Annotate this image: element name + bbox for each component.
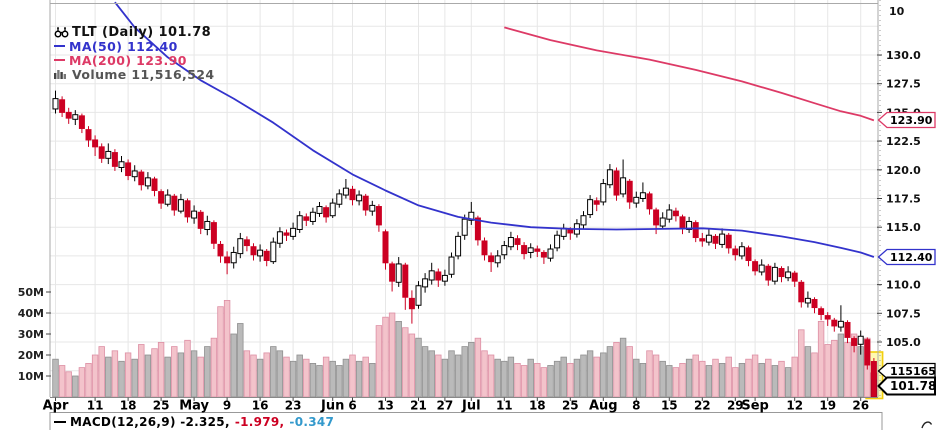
symbol-title: TLT (Daily) 101.78 <box>72 25 211 40</box>
ma200-line <box>504 27 874 120</box>
month-label: Jul <box>461 399 481 414</box>
price-tick-label: 117.5 <box>886 193 921 206</box>
volume-tick-label: 40M <box>18 307 44 320</box>
price-tick-label: 127.5 <box>886 78 921 91</box>
macd-line-fragment <box>922 422 932 428</box>
week-label: 11 <box>87 399 104 413</box>
volume-bars-icon <box>54 69 70 79</box>
week-label: 8 <box>632 399 640 413</box>
week-label: 27 <box>437 399 454 413</box>
month-label: May <box>179 399 209 414</box>
ma50-line-layer <box>115 2 874 257</box>
ma200-label: MA(200) 123.90 <box>69 53 187 68</box>
callout-label: 112.40 <box>890 251 933 264</box>
volume-tick-label: 50M <box>18 286 44 299</box>
price-axis: 10130.0127.5125.0122.5120.0117.5115.0110… <box>877 0 921 397</box>
volume-bars <box>53 300 877 397</box>
ma50-line-swatch <box>54 45 65 47</box>
price-tick-label: 122.5 <box>886 135 921 148</box>
week-label: 26 <box>852 399 869 413</box>
macd-signal-value: -1.979, <box>235 415 285 429</box>
binoculars-icon <box>54 27 70 38</box>
week-label: 25 <box>562 399 579 413</box>
volume-tick-label: 30M <box>18 328 44 341</box>
volume-axis: 50M 40M 30M 20M 10M <box>18 286 51 383</box>
month-label: Jun <box>320 399 344 414</box>
ma200-line-layer <box>504 27 874 120</box>
week-label: 18 <box>120 399 137 413</box>
price-tick-label: 130.0 <box>886 49 921 62</box>
month-label: Sep <box>741 399 769 414</box>
callout-label: 101.78 <box>890 379 936 393</box>
macd-hist-value: -0.347 <box>289 415 334 429</box>
ma50-line <box>115 2 874 257</box>
week-label: 22 <box>694 399 711 413</box>
price-tick-label: 115.0 <box>886 221 921 234</box>
price-tick-label: 105.0 <box>886 336 921 349</box>
volume-tick-label: 20M <box>18 349 44 362</box>
week-label: 19 <box>819 399 836 413</box>
week-label: 25 <box>153 399 170 413</box>
macd-legend: MACD(12,26,9) -2.325, -1.979, -0.347 <box>54 415 339 429</box>
week-label: 23 <box>285 399 302 413</box>
week-label: 15 <box>661 399 678 413</box>
callout-label: 123.90 <box>890 114 933 127</box>
volume-tick-label: 10M <box>18 370 44 383</box>
week-label: 9 <box>223 399 231 413</box>
candlesticks <box>53 91 876 384</box>
price-axis-top-label: 10 <box>889 5 905 18</box>
ma50-label: MA(50) 112.40 <box>69 39 178 54</box>
week-label: 21 <box>410 399 427 413</box>
date-axis: Apr 11 18 25 May 9 16 23 Jun 6 13 21 27 Jul 11 18 25 Aug 8… <box>43 398 869 414</box>
price-tick-label: 110.0 <box>886 279 921 292</box>
volume-legend-label: Volume 11,516,524 <box>72 67 215 82</box>
price-tick-label: 107.5 <box>886 307 921 320</box>
month-label: Aug <box>589 399 618 414</box>
week-label: 16 <box>252 399 269 413</box>
ma200-line-swatch <box>54 59 65 61</box>
macd-label-and-value: MACD(12,26,9) -2.325, <box>70 415 230 429</box>
macd-line-swatch <box>54 421 66 423</box>
month-label: Apr <box>43 399 69 414</box>
week-label: 6 <box>348 399 356 413</box>
week-label: 12 <box>786 399 803 413</box>
week-label: 11 <box>496 399 513 413</box>
chart-legend: TLT (Daily) 101.78 MA(50) 112.40 MA(200)… <box>54 25 215 81</box>
week-label: 18 <box>529 399 546 413</box>
price-tick-label: 120.0 <box>886 164 921 177</box>
callout-label: 115165 <box>890 365 936 378</box>
week-label: 13 <box>377 399 394 413</box>
